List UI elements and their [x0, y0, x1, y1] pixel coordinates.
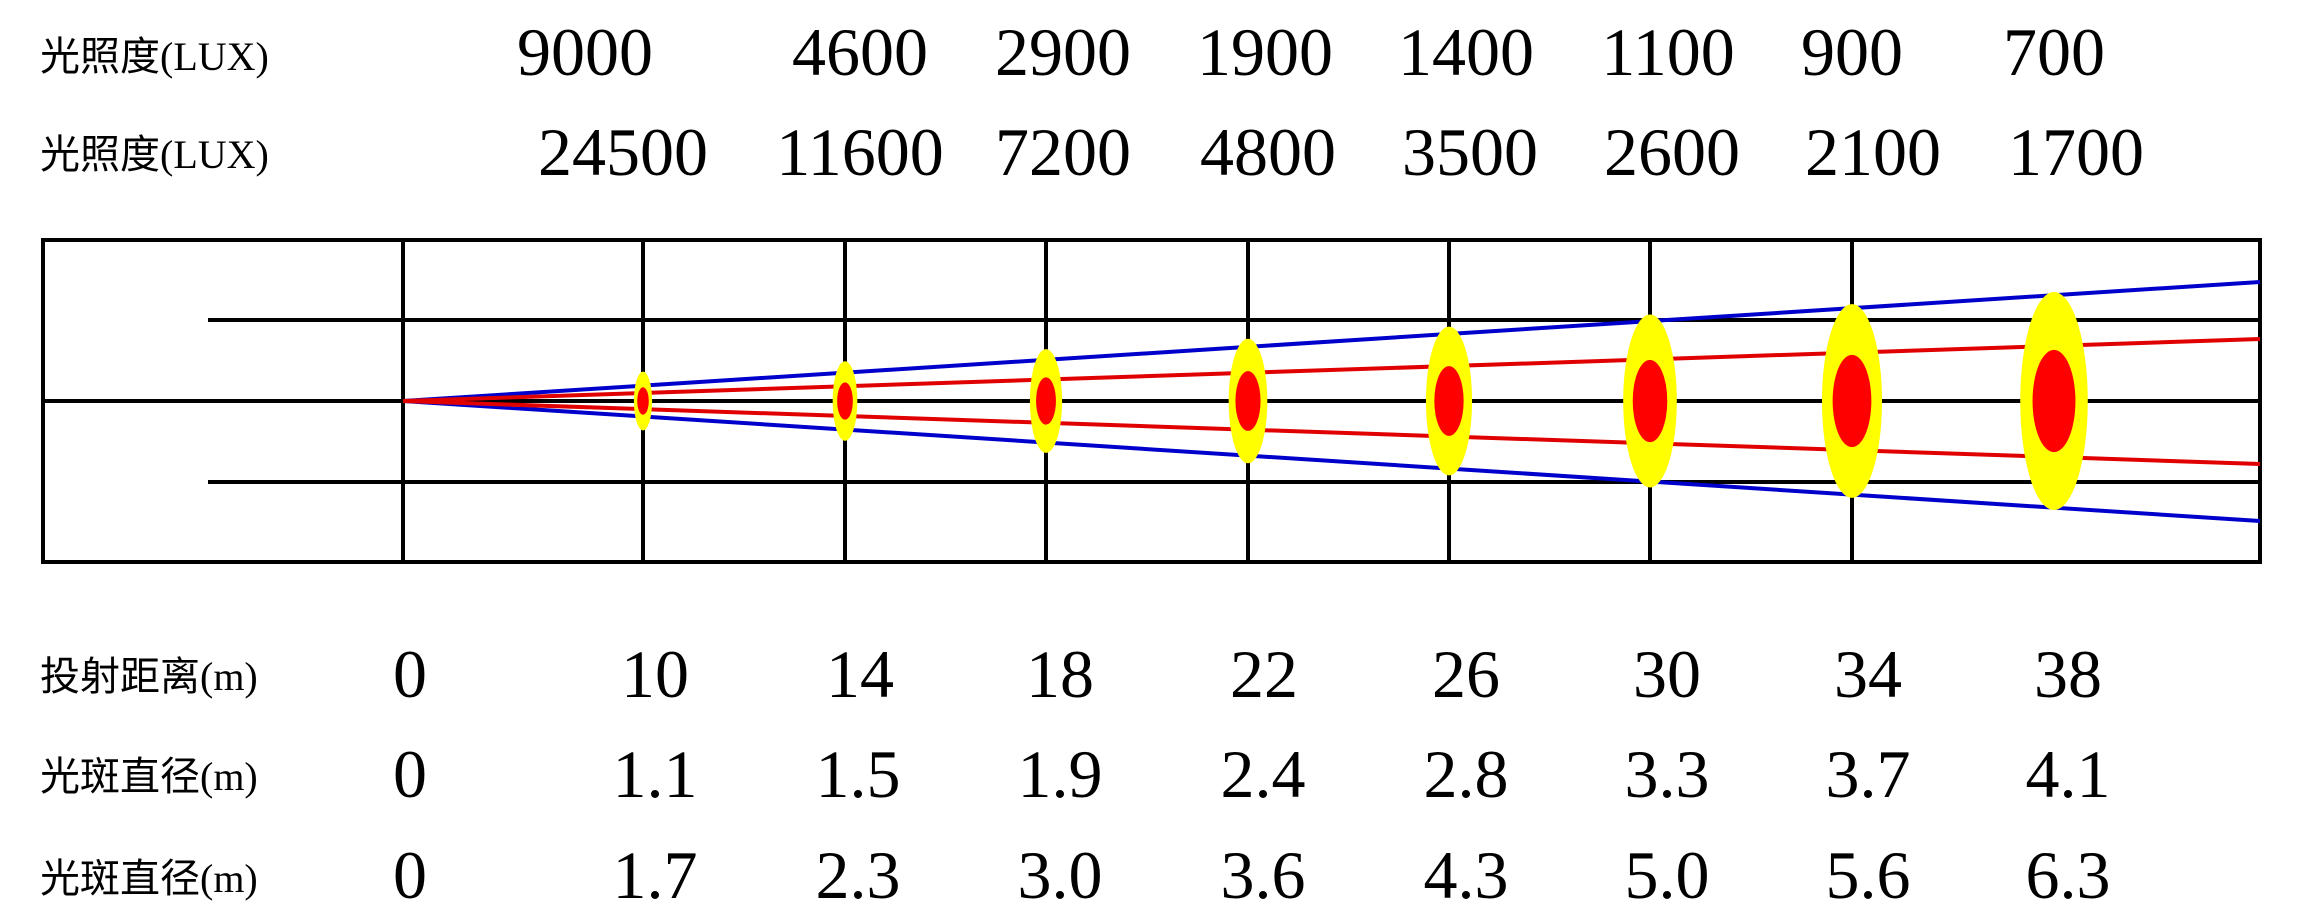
distance-row-label: 投射距离(m) — [40, 654, 258, 699]
lux-wide-value: 24500 — [538, 114, 708, 190]
distance-values: 0 10 14 18 22 26 30 34 38 — [393, 636, 2102, 712]
lux-wide-value: 7200 — [995, 114, 1131, 190]
lux-wide-value: 11600 — [776, 114, 943, 190]
spot-diameter-outer-value: 3.0 — [1018, 837, 1103, 913]
spot-diameter-outer-value: 0 — [393, 837, 427, 913]
lux-wide-values: 24500 11600 7200 4800 3500 2600 2100 170… — [538, 114, 2144, 190]
inner-light-spot — [1235, 371, 1261, 431]
inner-light-spot — [1832, 354, 1872, 448]
inner-light-spot — [1036, 377, 1056, 425]
light-spots — [633, 292, 2088, 510]
distance-value: 22 — [1230, 636, 1298, 712]
spot-diameter-inner-value: 2.8 — [1424, 736, 1509, 812]
lux-narrow-row-label: 光照度(LUX) — [40, 34, 269, 79]
distance-value: 26 — [1432, 636, 1500, 712]
lux-narrow-value: 900 — [1801, 14, 1903, 90]
lux-wide-value: 1700 — [2008, 114, 2144, 190]
distance-value: 14 — [826, 636, 894, 712]
inner-light-spot — [837, 382, 853, 420]
lux-wide-value: 4800 — [1200, 114, 1336, 190]
lux-narrow-value: 700 — [2003, 14, 2105, 90]
spot-diameter-inner-value: 0 — [393, 736, 427, 812]
lux-narrow-value: 9000 — [517, 14, 653, 90]
diagram-grid — [41, 238, 2262, 564]
spot-diameter-inner-value: 1.1 — [613, 736, 698, 812]
beam-edges — [402, 280, 2261, 523]
lux-narrow-value: 2900 — [995, 14, 1131, 90]
lux-narrow-value: 4600 — [792, 14, 928, 90]
distance-value: 34 — [1834, 636, 1902, 712]
spot-diameter-outer-value: 6.3 — [2026, 837, 2111, 913]
spot-diameter-outer-row-label: 光斑直径(m) — [40, 856, 258, 901]
inner-light-spot — [1434, 366, 1464, 436]
inner-light-spot — [2032, 349, 2076, 453]
distance-value: 30 — [1633, 636, 1701, 712]
inner-beam-lower-edge — [402, 399, 2261, 466]
inner-beam-upper-edge — [402, 337, 2261, 403]
spot-diameter-outer-value: 5.6 — [1826, 837, 1911, 913]
lux-wide-value: 2600 — [1604, 114, 1740, 190]
outer-beam-lower-edge — [402, 399, 2261, 523]
spot-diameter-inner-value: 3.7 — [1826, 736, 1911, 812]
inner-light-spot — [1632, 359, 1668, 443]
lux-narrow-value: 1400 — [1398, 14, 1534, 90]
distance-value: 38 — [2034, 636, 2102, 712]
lux-wide-row-label: 光照度(LUX) — [40, 132, 269, 177]
spot-diameter-outer-value: 5.0 — [1625, 837, 1710, 913]
spot-diameter-inner-value: 4.1 — [2026, 736, 2111, 812]
outer-beam-upper-edge — [402, 280, 2261, 403]
distance-value: 0 — [393, 636, 427, 712]
spot-diameter-outer-value: 3.6 — [1221, 837, 1306, 913]
lux-narrow-value: 1100 — [1601, 14, 1734, 90]
distance-value: 18 — [1026, 636, 1094, 712]
spot-diameter-inner-row-label: 光斑直径(m) — [40, 754, 258, 799]
spot-diameter-inner-value: 2.4 — [1221, 736, 1306, 812]
spot-diameter-inner-value: 1.5 — [816, 736, 901, 812]
spot-diameter-inner-value: 1.9 — [1018, 736, 1103, 812]
lux-wide-value: 3500 — [1402, 114, 1538, 190]
lux-narrow-value: 1900 — [1197, 14, 1333, 90]
spot-diameter-inner-values: 0 1.1 1.5 1.9 2.4 2.8 3.3 3.7 4.1 — [393, 736, 2111, 812]
spot-diameter-outer-value: 2.3 — [816, 837, 901, 913]
inner-light-spot — [637, 387, 649, 415]
spot-diameter-outer-value: 1.7 — [613, 837, 698, 913]
lux-wide-value: 2100 — [1805, 114, 1941, 190]
lux-narrow-values: 9000 4600 2900 1900 1400 1100 900 700 — [517, 14, 2105, 90]
spot-diameter-outer-value: 4.3 — [1424, 837, 1509, 913]
spot-diameter-inner-value: 3.3 — [1625, 736, 1710, 812]
spot-diameter-outer-values: 0 1.7 2.3 3.0 3.6 4.3 5.0 5.6 6.3 — [393, 837, 2111, 913]
distance-value: 10 — [621, 636, 689, 712]
